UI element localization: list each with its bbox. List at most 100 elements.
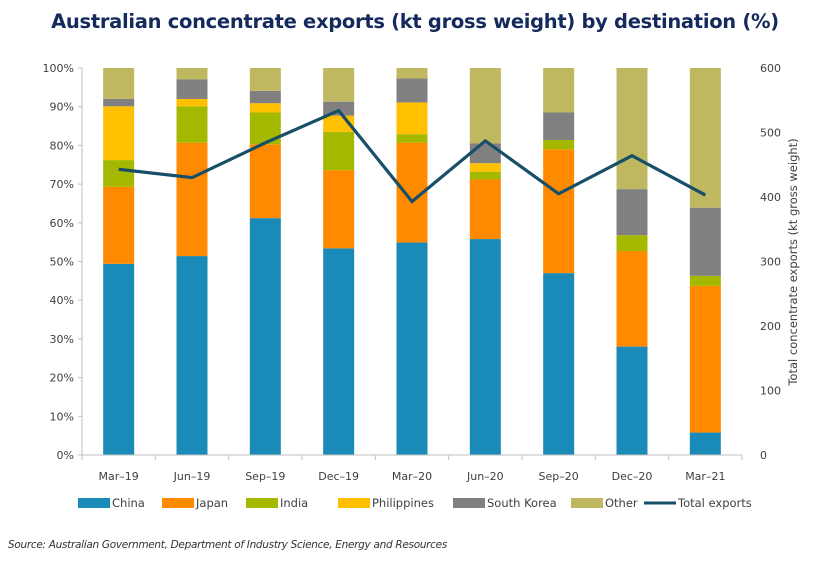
x-tick-label: Dec–19 <box>318 470 359 483</box>
source-note: Source: Australian Government, Departmen… <box>8 539 447 551</box>
bar-japan <box>689 285 721 433</box>
bar-south-korea <box>249 90 281 104</box>
bar-japan <box>249 144 281 219</box>
x-tick-label: Sep–19 <box>245 470 285 483</box>
x-tick-label: Mar–20 <box>392 470 432 483</box>
right-axis: 0 100 200 300 400 500 600 <box>760 62 781 462</box>
legend-swatch <box>162 498 194 508</box>
bar-japan <box>323 170 355 249</box>
left-tick-label: 70% <box>50 178 74 191</box>
legend-swatch <box>338 498 370 508</box>
bar-other <box>543 68 575 113</box>
bar-south-korea <box>543 112 575 140</box>
bar-south-korea <box>176 79 208 99</box>
left-tick-label: 90% <box>50 101 74 114</box>
bar-other <box>469 68 501 144</box>
legend-label: South Korea <box>487 496 557 510</box>
bar-other <box>103 68 135 99</box>
bar-india <box>176 106 208 143</box>
bar-india <box>616 235 648 252</box>
legend-label: Total exports <box>677 496 752 510</box>
left-tick-label: 40% <box>50 294 74 307</box>
left-tick-label: 60% <box>50 217 74 230</box>
legend-swatch <box>246 498 278 508</box>
right-tick-label: 600 <box>760 62 781 75</box>
legend-label: India <box>280 496 308 510</box>
right-tick-label: 200 <box>760 320 781 333</box>
legend-swatch <box>453 498 485 508</box>
bar-china <box>249 218 281 455</box>
legend-item-china: China <box>78 496 145 510</box>
bar-other <box>689 68 721 208</box>
bar-china <box>469 239 501 455</box>
bar-china <box>543 273 575 455</box>
bar-india <box>323 131 355 171</box>
left-tick-label: 100% <box>43 62 74 75</box>
legend-item-total-exports: Total exports <box>644 496 752 510</box>
legend-item-japan: Japan <box>162 496 228 510</box>
legend-item-india: India <box>246 496 308 510</box>
x-tick-label: Jun–20 <box>466 470 504 483</box>
x-tick-label: Jun–19 <box>173 470 211 483</box>
bar-other <box>176 68 208 80</box>
left-tick-label: 20% <box>50 372 74 385</box>
legend-item-philippines: Philippines <box>338 496 434 510</box>
bar-other <box>396 68 428 79</box>
legend-label: Philippines <box>372 496 434 510</box>
left-axis: 0% 10% 20% 30% 40% 50% 60% 70% 80% 90% 100% <box>43 62 83 462</box>
legend-label: Other <box>605 496 638 510</box>
bars <box>103 68 721 455</box>
bar-philippines <box>469 163 501 172</box>
bar-japan <box>543 149 575 274</box>
legend-item-other: Other <box>571 496 638 510</box>
bar-india <box>689 275 721 286</box>
right-tick-label: 100 <box>760 385 781 398</box>
bar-japan <box>103 186 135 264</box>
bar-china <box>323 248 355 455</box>
x-tick-label: Sep–20 <box>539 470 579 483</box>
bar-philippines <box>176 98 208 107</box>
left-tick-label: 80% <box>50 139 74 152</box>
legend-swatch <box>78 498 110 508</box>
x-tick-label: Mar–21 <box>685 470 725 483</box>
bar-south-korea <box>469 143 501 164</box>
bar-china <box>103 263 135 455</box>
bar-philippines <box>249 103 281 113</box>
bar-south-korea <box>323 101 355 116</box>
left-tick-label: 30% <box>50 333 74 346</box>
bar-philippines <box>103 106 135 161</box>
bar-south-korea <box>103 98 135 107</box>
x-tick-label: Mar–19 <box>99 470 139 483</box>
right-axis-title: Total concentrate exports (kt gross weig… <box>786 138 800 386</box>
left-tick-label: 10% <box>50 410 74 423</box>
total-exports-line <box>118 108 707 204</box>
chart-title: Australian concentrate exports (kt gross… <box>51 10 779 33</box>
x-tick-label: Dec–20 <box>612 470 653 483</box>
bar-south-korea <box>689 207 721 276</box>
legend: China Japan India Philippines South Korea Oth… <box>78 496 752 510</box>
bar-china <box>396 242 428 455</box>
bar-other <box>616 68 648 190</box>
bar-japan <box>176 142 208 257</box>
bar-india <box>469 171 501 180</box>
bar-south-korea <box>396 78 428 103</box>
bar-japan <box>616 251 648 347</box>
legend-swatch <box>571 498 603 508</box>
legend-label: Japan <box>195 496 228 510</box>
bar-india <box>103 160 135 187</box>
right-tick-label: 0 <box>760 449 767 462</box>
right-tick-label: 400 <box>760 191 781 204</box>
legend-label: China <box>112 496 145 510</box>
bar-china <box>616 346 648 455</box>
bar-japan <box>469 179 501 240</box>
bar-china <box>689 432 721 455</box>
bar-other <box>249 68 281 91</box>
bar-china <box>176 256 208 455</box>
bar-philippines <box>396 102 428 135</box>
left-tick-label: 0% <box>57 449 74 462</box>
left-tick-label: 50% <box>50 256 74 269</box>
x-axis: Mar–19 Jun–19 Sep–19 Dec–19 Mar–20 Jun–20 Sep–… <box>81 454 743 483</box>
bar-india <box>396 134 428 143</box>
bar-other <box>323 68 355 102</box>
